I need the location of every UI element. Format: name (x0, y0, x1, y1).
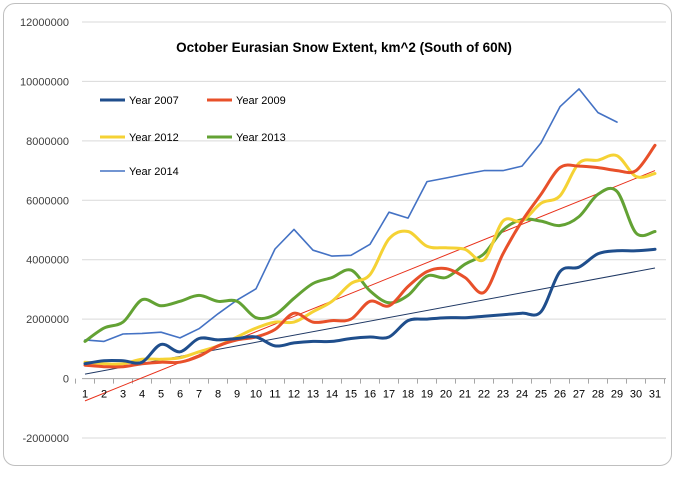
y-tick-label: 2000000 (26, 314, 69, 326)
legend-label: Year 2007 (129, 95, 179, 107)
legend-label: Year 2014 (129, 166, 179, 178)
gridlines (82, 21, 666, 439)
x-tick-label: 21 (459, 389, 471, 401)
x-tick-label: 19 (421, 389, 433, 401)
x-tick-label: 3 (120, 389, 126, 401)
x-tick-label: 7 (196, 389, 202, 401)
series-line-year-2012 (83, 153, 657, 366)
axes (75, 378, 666, 384)
x-tick-label: 13 (307, 389, 319, 401)
series-line-year-2009 (83, 143, 657, 369)
y-tick-label: 4000000 (26, 255, 69, 267)
x-tick-label: 1 (82, 389, 88, 401)
x-tick-label: 11 (269, 389, 280, 401)
legend-label: Year 2013 (236, 132, 286, 144)
x-tick-label: 25 (535, 389, 547, 401)
chart-title: October Eurasian Snow Extent, km^2 (Sout… (176, 40, 512, 55)
x-tick-label: 12 (288, 389, 300, 401)
x-tick-label: 22 (478, 389, 490, 401)
series-lines (83, 88, 657, 369)
x-tick-label: 31 (649, 389, 661, 401)
x-tick-label: 29 (611, 389, 623, 401)
legend: Year 2007 Year 2009 Year 2012 Year 2013 Year… (100, 95, 286, 178)
y-tick-label: -2000000 (23, 433, 70, 445)
trendlines (84, 170, 656, 402)
tick-labels: 1200000010000000800000060000004000000200… (20, 17, 661, 445)
y-tick-label: 0 (63, 374, 69, 386)
x-tick-label: 20 (440, 389, 452, 401)
x-tick-label: 2 (101, 389, 107, 401)
x-tick-label: 30 (630, 389, 642, 401)
series-line-year-2014 (84, 88, 618, 343)
y-tick-label: 6000000 (26, 195, 69, 207)
chart-svg: 1200000010000000800000060000004000000200… (20, 17, 666, 445)
x-tick-label: 27 (573, 389, 585, 401)
x-tick-label: 17 (383, 389, 395, 401)
x-tick-label: 16 (364, 389, 376, 401)
legend-label: Year 2009 (236, 95, 286, 107)
x-tick-label: 5 (158, 389, 164, 401)
y-tick-label: 12000000 (20, 17, 69, 29)
x-tick-label: 4 (139, 389, 145, 401)
chart-frame: 12000000 10000000 8000000 6000000 4000000 200… (3, 3, 672, 466)
x-tick-label: 6 (177, 389, 183, 401)
y-tick-label: 10000000 (20, 76, 69, 88)
x-tick-label: 24 (516, 389, 528, 401)
x-tick-label: 14 (326, 389, 338, 401)
series-line-year-2013 (83, 186, 657, 343)
x-tick-label: 26 (554, 389, 566, 401)
y-tick-label: 8000000 (26, 136, 69, 148)
x-tick-label: 15 (345, 389, 357, 401)
x-tick-label: 9 (234, 389, 240, 401)
trendline (84, 170, 656, 402)
legend-label: Year 2012 (129, 132, 179, 144)
x-tick-label: 10 (250, 389, 262, 401)
x-tick-label: 8 (215, 389, 221, 401)
x-tick-label: 23 (497, 389, 509, 401)
series-line-year-2007 (83, 247, 657, 366)
x-tick-label: 18 (402, 389, 414, 401)
x-tick-label: 28 (592, 389, 604, 401)
